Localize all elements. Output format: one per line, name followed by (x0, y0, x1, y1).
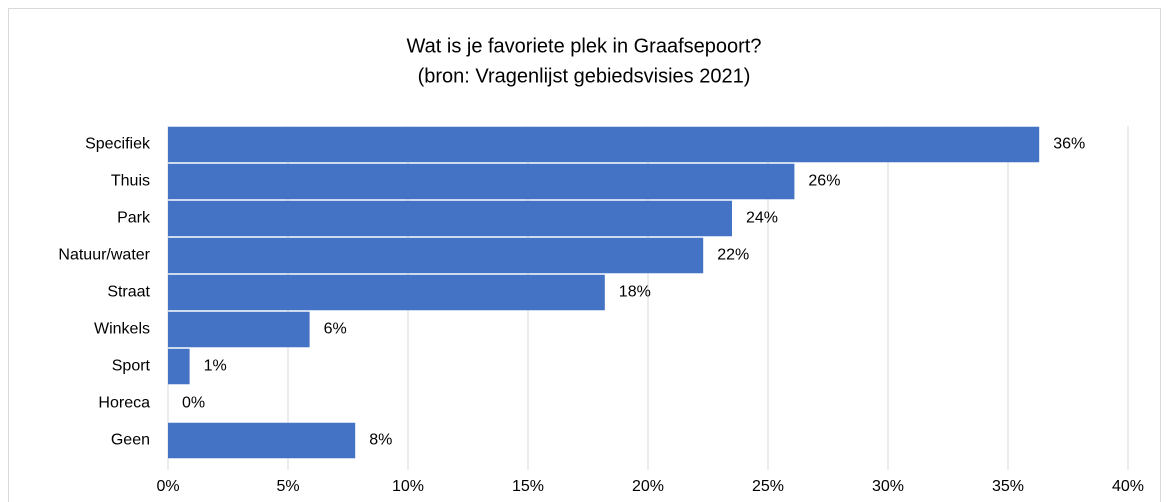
y-tick-label: Winkels (94, 321, 150, 338)
bar (168, 163, 795, 200)
data-label: 0% (182, 395, 205, 412)
x-tick-label: 30% (872, 478, 904, 495)
x-tick-label: 5% (276, 478, 299, 495)
bar (168, 126, 1040, 163)
bar (168, 200, 732, 237)
bar (168, 348, 190, 385)
data-label: 6% (324, 321, 347, 338)
bar (168, 237, 704, 274)
y-tick-label: Geen (111, 432, 150, 449)
x-tick-label: 20% (632, 478, 664, 495)
bar (168, 422, 356, 459)
bar (168, 311, 310, 348)
y-tick-label: Thuis (111, 173, 150, 190)
x-tick-label: 10% (392, 478, 424, 495)
data-label: 18% (619, 284, 651, 301)
x-tick-label: 15% (512, 478, 544, 495)
chart-title: Wat is je favoriete plek in Graafsepoort… (407, 35, 762, 57)
y-tick-label: Park (117, 210, 151, 227)
data-label: 36% (1053, 136, 1085, 153)
y-tick-label: Natuur/water (58, 247, 150, 264)
data-label: 24% (746, 210, 778, 227)
x-tick-label: 40% (1112, 478, 1144, 495)
x-tick-label: 35% (992, 478, 1024, 495)
data-label: 8% (369, 432, 392, 449)
chart-subtitle: (bron: Vragenlijst gebiedsvisies 2021) (418, 65, 751, 87)
y-tick-label: Horeca (98, 395, 150, 412)
data-label: 26% (808, 173, 840, 190)
x-tick-label: 0% (156, 478, 179, 495)
y-tick-label: Sport (112, 358, 151, 375)
data-label: 1% (204, 358, 227, 375)
y-tick-label: Straat (107, 284, 150, 301)
bar (168, 274, 605, 311)
y-tick-label: Specifiek (85, 136, 151, 153)
x-tick-label: 25% (752, 478, 784, 495)
data-label: 22% (717, 247, 749, 264)
